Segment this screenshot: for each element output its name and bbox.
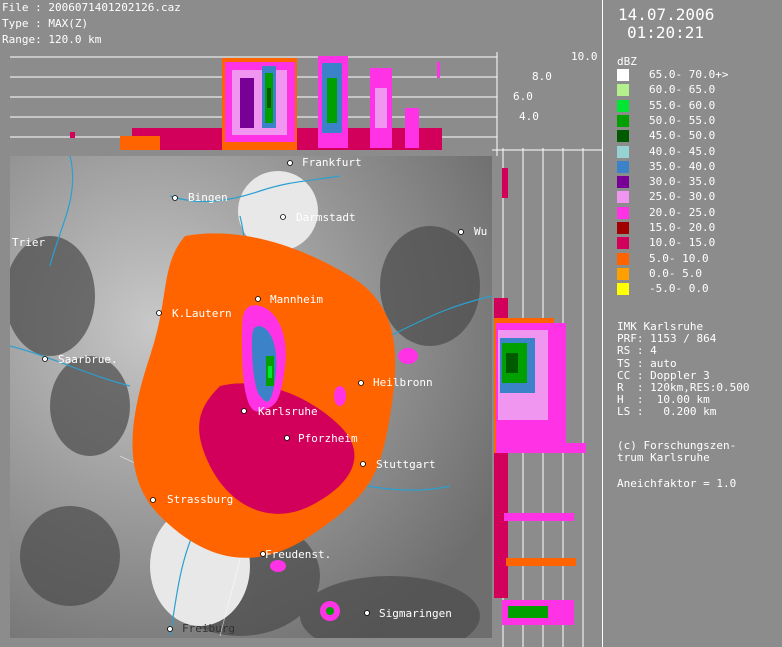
legend-swatch [617, 252, 629, 265]
legend-swatch [617, 130, 629, 143]
legend-swatch [617, 69, 629, 81]
legend-swatch [617, 99, 629, 112]
legend-swatch [617, 84, 629, 97]
city-markers [42, 160, 464, 632]
legend-swatch [617, 283, 629, 296]
city-label-karlsruhe: Karlsruhe [258, 405, 318, 418]
city-label-freudenstadt: Freudenst. [265, 548, 332, 561]
station-info-line: LS : 0.200 km [617, 405, 717, 419]
legend-label: 35.0- 40.0 [649, 159, 716, 173]
file-name-text: File : 2006071401202126.caz [2, 1, 181, 14]
legend-label: 5.0- 10.0 [649, 251, 709, 265]
city-label-stuttgart: Stuttgart [376, 458, 436, 471]
legend-label: 65.0- 70.0+> [649, 68, 729, 81]
legend-swatch [617, 145, 629, 158]
credit-line-2: trum Karlsruhe [617, 451, 710, 464]
height-axis-8: 8.0 [532, 70, 552, 83]
legend-swatch [617, 237, 629, 250]
height-axis-6: 6.0 [513, 90, 533, 103]
station-info-line: RS : 4 [617, 344, 657, 358]
top-echo-profile [70, 56, 442, 150]
city-label-sigmaringen: Sigmaringen [379, 607, 452, 620]
right-echo-profile [494, 168, 586, 625]
station-info-line: CC : Doppler 3 [617, 368, 710, 382]
city-label-saarbruecken: Saarbrue. [58, 353, 118, 366]
legend-label: 15.0- 20.0 [649, 221, 716, 234]
legend-label: 40.0- 45.0 [649, 144, 716, 158]
legend-swatch [617, 267, 629, 280]
legend-label: 30.0- 35.0 [649, 175, 716, 189]
legend-label: 25.0- 30.0 [649, 190, 716, 204]
height-axis-4: 4.0 [519, 110, 539, 123]
date-text: 14.07.2006 [618, 5, 715, 24]
range-text: Range: 120.0 km [2, 33, 102, 46]
legend-label: 55.0- 60.0 [649, 98, 716, 112]
product-type-text: Type : MAX(Z) [2, 17, 89, 30]
city-label-darmstadt: Darmstadt [296, 211, 356, 224]
station-info-line: TS : auto [617, 356, 677, 370]
city-label-freiburg: Freiburg [182, 622, 235, 635]
city-label-strassburg: Strassburg [167, 493, 234, 506]
radar-map [10, 156, 492, 638]
top-cross-section [10, 52, 498, 156]
city-label-wu: Wu [474, 225, 488, 238]
credit-line-1: (c) Forschungszen- [617, 439, 737, 452]
city-label-heilbronn: Heilbronn [373, 376, 433, 389]
legend-swatch [617, 206, 629, 219]
station-info-line: IMK Karlsruhe [617, 320, 704, 333]
legend-label: 10.0- 15.0 [649, 236, 716, 250]
legend-label: -5.0- 0.0 [649, 282, 709, 296]
time-text: 01:20:21 [627, 23, 705, 42]
sidebar-divider [602, 0, 603, 647]
legend-unit: dBZ [617, 55, 637, 68]
legend-label: 60.0- 65.0 [649, 83, 716, 97]
legend-swatch [617, 222, 629, 234]
legend-label: 20.0- 25.0 [649, 205, 716, 219]
legend-label: 50.0- 55.0 [649, 113, 716, 127]
legend-swatch [617, 160, 629, 173]
city-label-frankfurt: Frankfurt [302, 156, 362, 169]
station-info-line: H : 10.00 km [617, 393, 710, 407]
echo-field [132, 233, 418, 621]
city-label-bingen: Bingen [188, 191, 228, 204]
station-info-line: PRF: 1153 / 864 [617, 332, 717, 346]
city-label-trier: Trier [12, 236, 46, 249]
legend-label: 0.0- 5.0 [649, 266, 702, 280]
station-info-line: R : 120km,RES:0.500 [617, 381, 750, 394]
legend-label: 45.0- 50.0 [649, 129, 716, 143]
legend-swatch [617, 114, 629, 127]
city-label-pforzheim: Pforzheim [298, 432, 358, 445]
aneichfaktor-text: Aneichfaktor = 1.0 [617, 477, 737, 490]
city-label-mannheim: Mannheim [270, 293, 323, 306]
right-cross-section [492, 148, 602, 647]
legend-swatch [617, 191, 629, 204]
legend-swatch [617, 176, 629, 189]
height-axis-10: 10.0 [571, 50, 598, 63]
city-label-klautern: K.Lautern [172, 307, 232, 320]
